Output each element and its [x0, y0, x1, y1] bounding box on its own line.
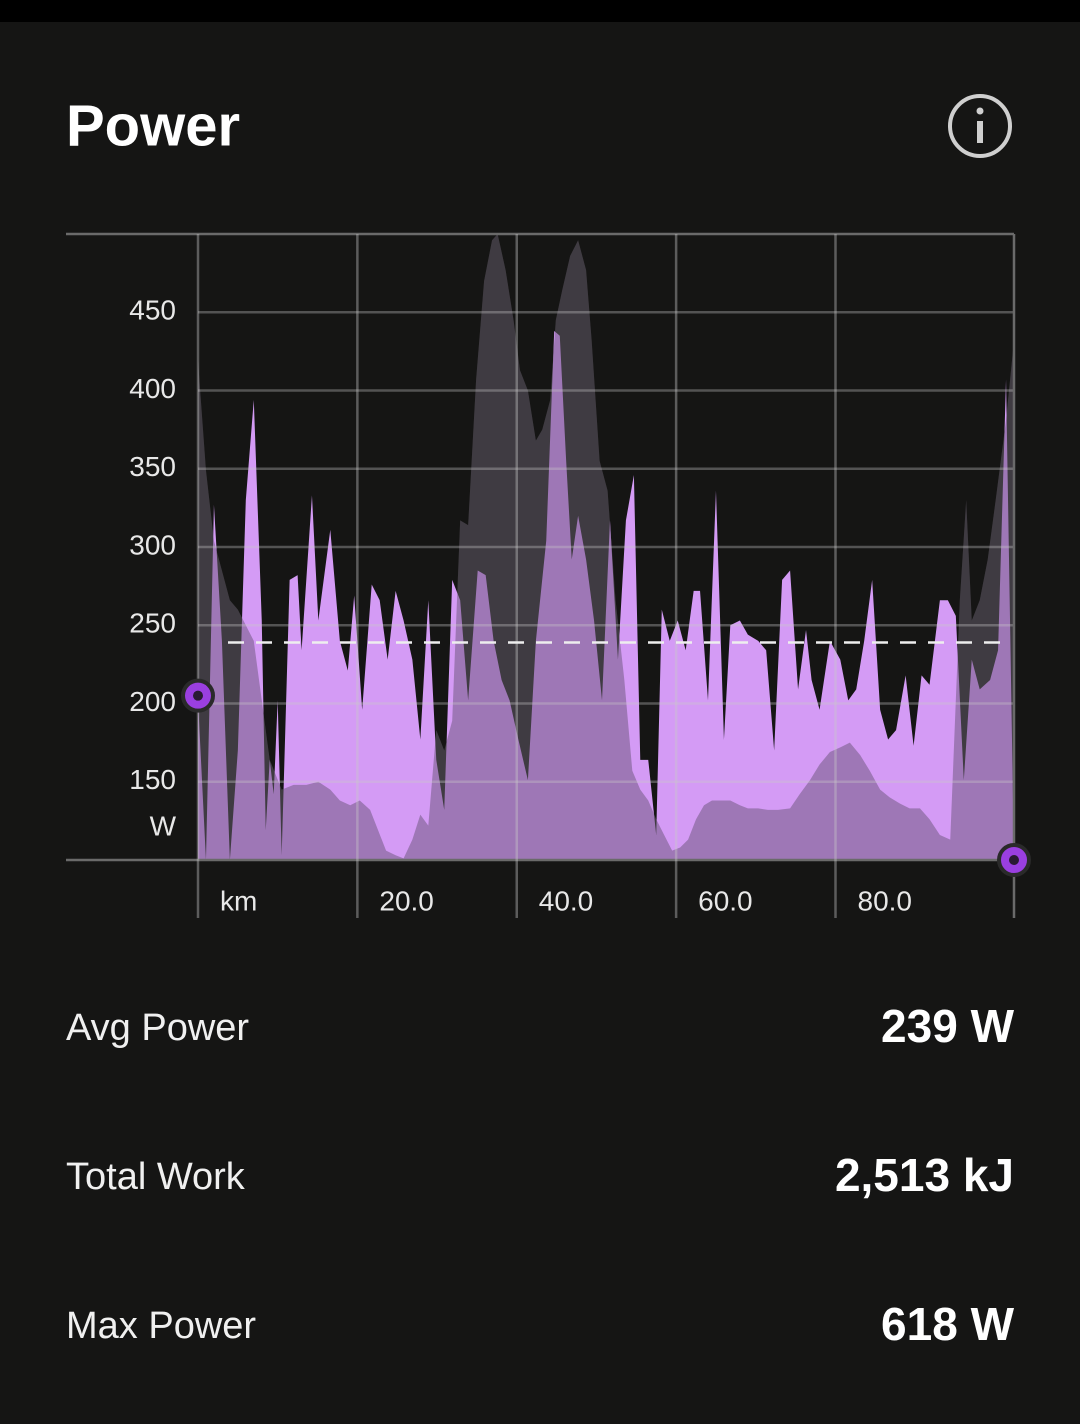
- x-tick-label: 80.0: [858, 885, 913, 916]
- y-tick-label: 350: [129, 451, 176, 482]
- info-dot[interactable]: [976, 107, 984, 115]
- stat-label: Max Power: [66, 1305, 256, 1347]
- y-tick-label: 300: [129, 529, 176, 560]
- stat-value: 239 W: [881, 1000, 1015, 1052]
- title: Power: [66, 93, 240, 158]
- y-tick-label: 200: [129, 686, 176, 717]
- y-tick-label: 150: [129, 764, 176, 795]
- range-marker-center: [1009, 855, 1019, 865]
- x-tick-label: 60.0: [698, 885, 753, 916]
- x-tick-label: 40.0: [539, 885, 594, 916]
- stat-label: Avg Power: [66, 1007, 249, 1049]
- status-bar: [0, 0, 1080, 22]
- range-marker-center: [193, 690, 203, 701]
- power-area: [198, 331, 1014, 860]
- x-tick-label: 20.0: [379, 885, 434, 916]
- y-tick-label: 250: [129, 608, 176, 639]
- power-chart: 150 200 250 300 350 400 450 Wkm 20.0 40.0 60.0 80.0: [66, 232, 1031, 918]
- y-tick-label: 400: [129, 373, 176, 404]
- stat-value: 2,513 kJ: [835, 1149, 1014, 1201]
- elevation-area: [198, 234, 1014, 860]
- elevation-overlay: [198, 234, 1014, 860]
- info-ring[interactable]: [948, 94, 1012, 158]
- stat-value: 618 W: [881, 1298, 1015, 1350]
- stats: Avg Power 239 W Total Work 2,513 kJ Max Powe…: [66, 1000, 1015, 1350]
- y-tick-label: 450: [129, 295, 176, 326]
- x-tick-label: km: [220, 885, 257, 916]
- stat-label: Total Work: [66, 1156, 246, 1198]
- info-stem[interactable]: [977, 121, 983, 143]
- y-unit: W: [150, 810, 177, 841]
- info-button[interactable]: [948, 94, 1012, 158]
